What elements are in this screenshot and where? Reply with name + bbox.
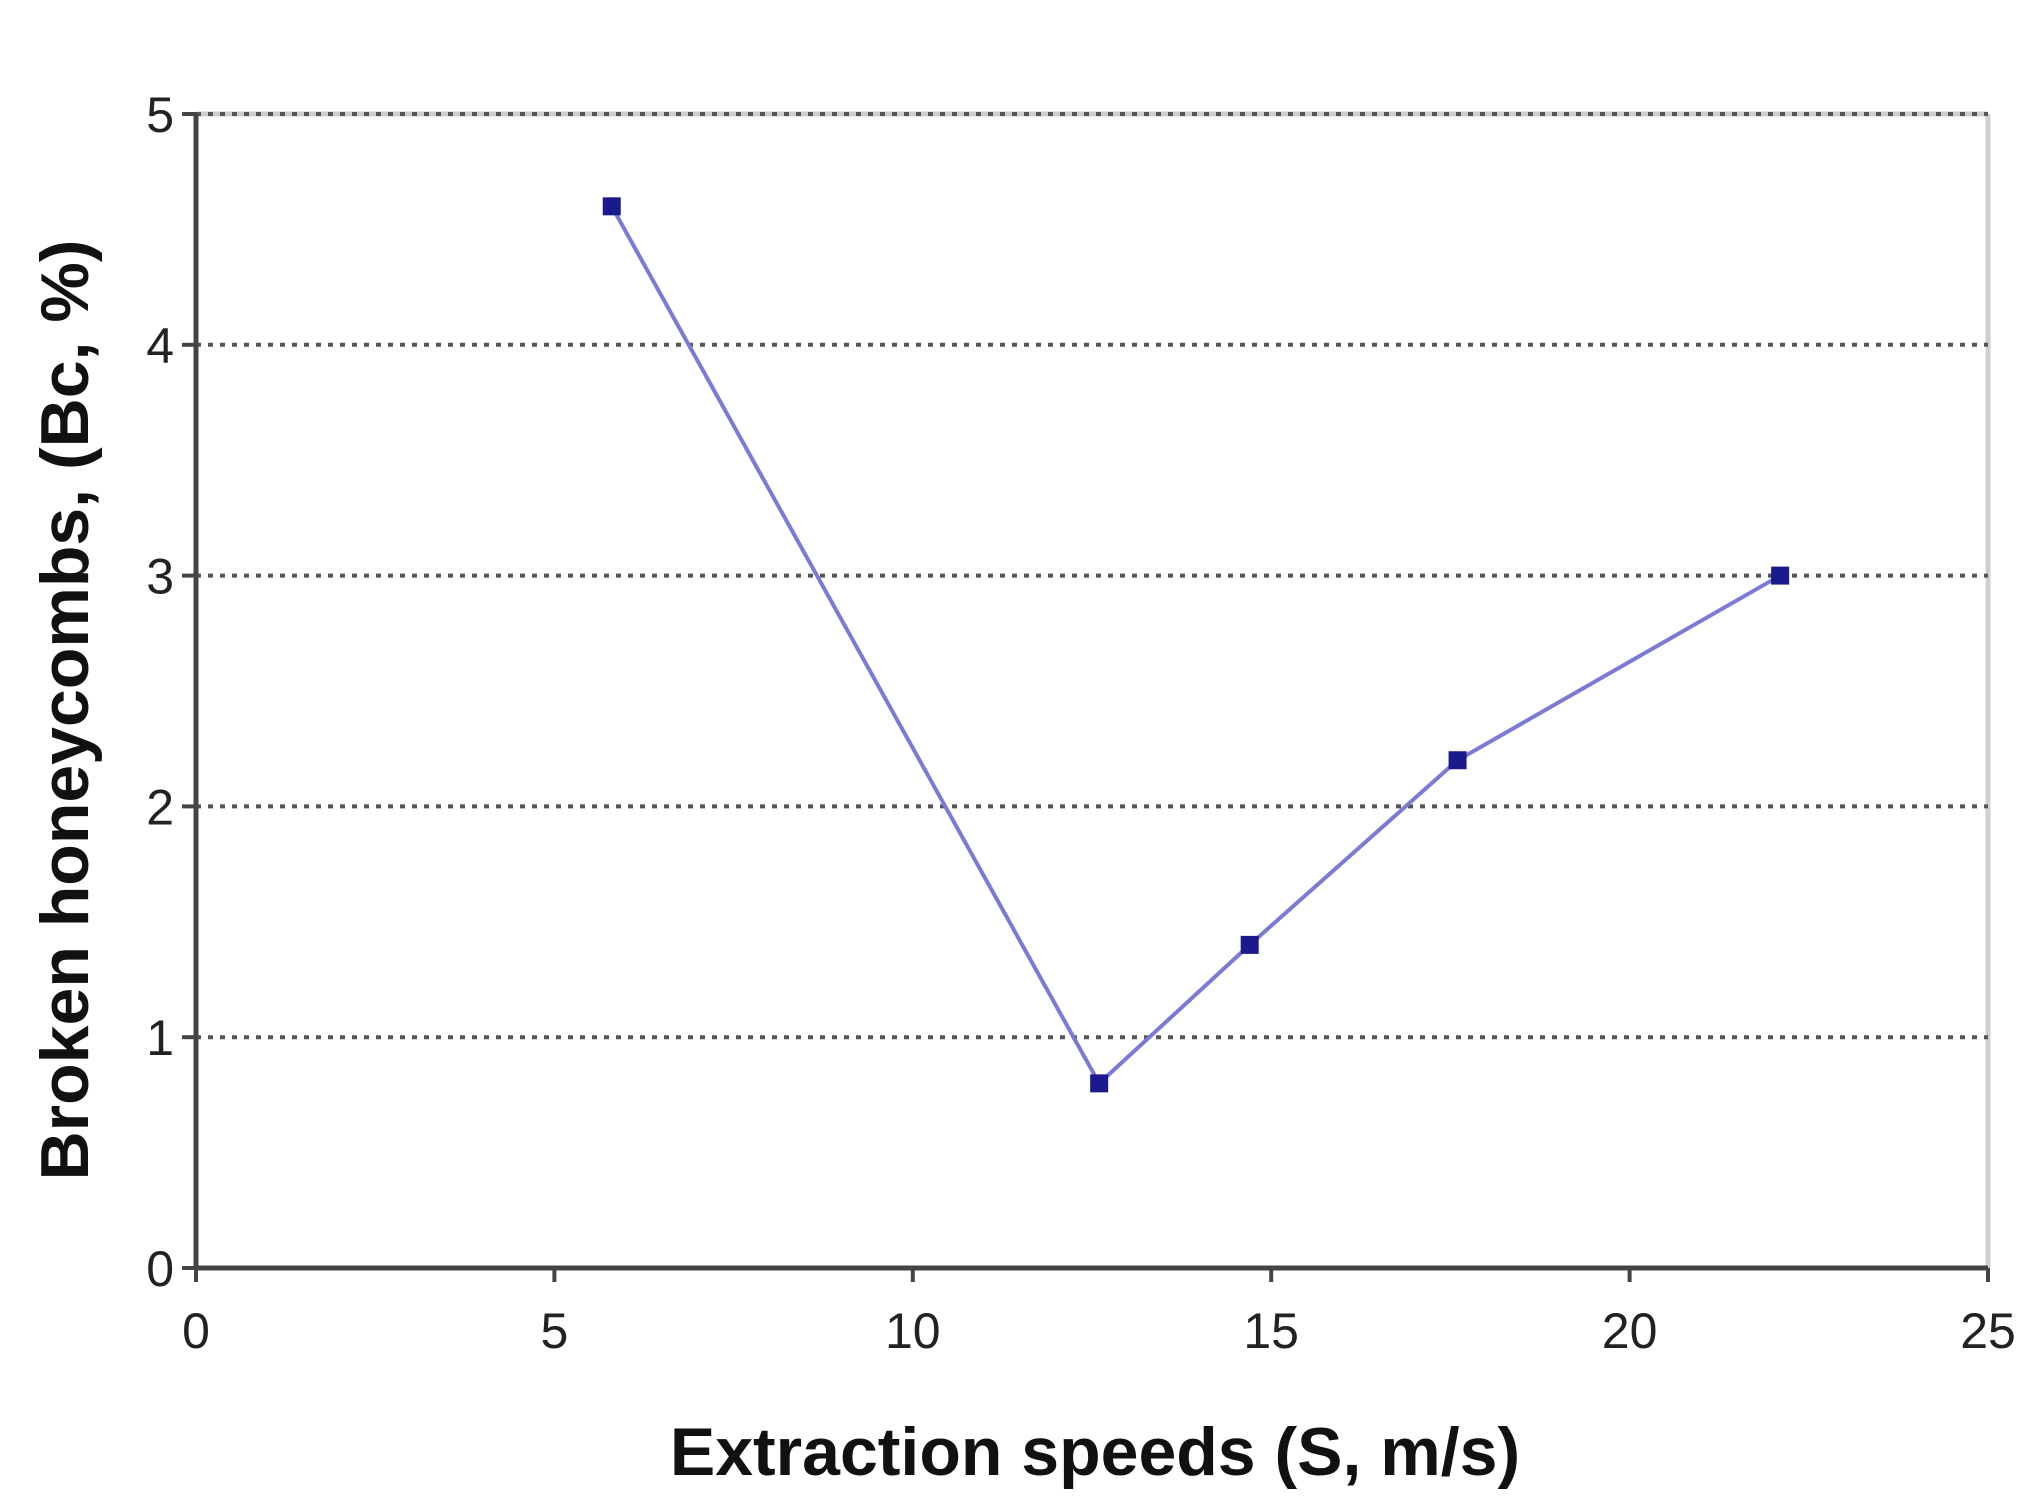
- series-layer: [602, 197, 1790, 1093]
- tick-labels: 0 1 2 3 4 5 0 5 10 15 20 25: [146, 87, 2016, 1359]
- x-tick-label-0: 0: [182, 1303, 210, 1359]
- y-tick-label-0: 0: [146, 1241, 174, 1297]
- y-tick-label-3: 3: [146, 549, 174, 605]
- axes: [182, 112, 1990, 1282]
- y-tick-label-4: 4: [146, 318, 174, 374]
- x-axis-title: Extraction speeds (S, m/s): [670, 1414, 1520, 1490]
- x-tick-label-10: 10: [885, 1303, 941, 1359]
- x-tick-label-20: 20: [1602, 1303, 1658, 1359]
- data-point-0-2: [1240, 935, 1259, 954]
- data-point-0-1: [1090, 1074, 1109, 1093]
- x-tick-label-25: 25: [1960, 1303, 2016, 1359]
- data-point-0-4: [1771, 566, 1790, 585]
- x-tick-label-5: 5: [540, 1303, 568, 1359]
- data-point-0-3: [1448, 751, 1467, 770]
- x-tick-label-15: 15: [1243, 1303, 1299, 1359]
- plot-frame: [196, 111, 1991, 1268]
- y-tick-label-2: 2: [146, 779, 174, 835]
- data-point-0-0: [602, 197, 621, 216]
- y-tick-label-5: 5: [146, 87, 174, 143]
- y-tick-label-1: 1: [146, 1010, 174, 1066]
- y-axis-title: Broken honeycombs, (Bc, %): [27, 240, 103, 1181]
